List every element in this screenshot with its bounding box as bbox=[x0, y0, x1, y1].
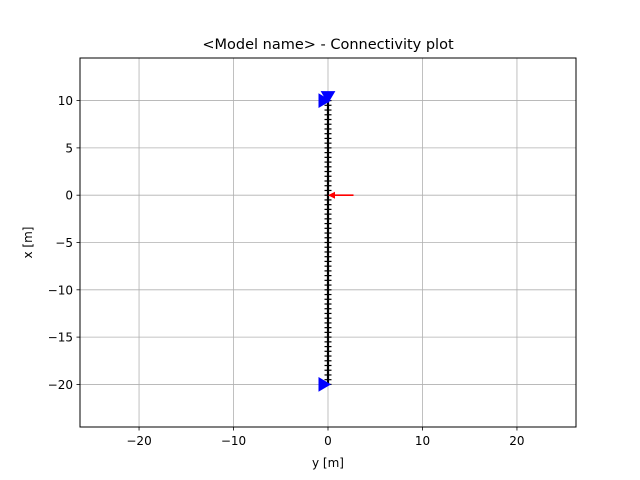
chart-title: <Model name> - Connectivity plot bbox=[202, 37, 454, 53]
y-tick-label: 5 bbox=[65, 141, 73, 155]
y-tick-label: −15 bbox=[48, 331, 73, 345]
x-axis-label: y [m] bbox=[312, 456, 344, 470]
x-tick-label: 20 bbox=[509, 434, 524, 448]
x-tick-label: −10 bbox=[221, 434, 246, 448]
y-tick-label: −20 bbox=[48, 378, 73, 392]
x-tick-label: −20 bbox=[126, 434, 151, 448]
axis-ticks: −20 −10 0 10 20 10 5 0 −5 −10 −15 −20 bbox=[48, 94, 525, 448]
support-triangle-right bbox=[318, 377, 331, 392]
support-triangle-down bbox=[320, 91, 336, 104]
y-tick-label: −10 bbox=[48, 283, 73, 297]
y-tick-label: 0 bbox=[65, 189, 73, 203]
y-axis-label: x [m] bbox=[21, 227, 35, 259]
x-tick-label: 0 bbox=[324, 434, 332, 448]
x-tick-label: 10 bbox=[415, 434, 430, 448]
plot-area bbox=[318, 91, 354, 392]
y-tick-label: −5 bbox=[55, 236, 73, 250]
y-tick-label: 10 bbox=[58, 94, 73, 108]
load-arrow-head bbox=[328, 191, 335, 199]
